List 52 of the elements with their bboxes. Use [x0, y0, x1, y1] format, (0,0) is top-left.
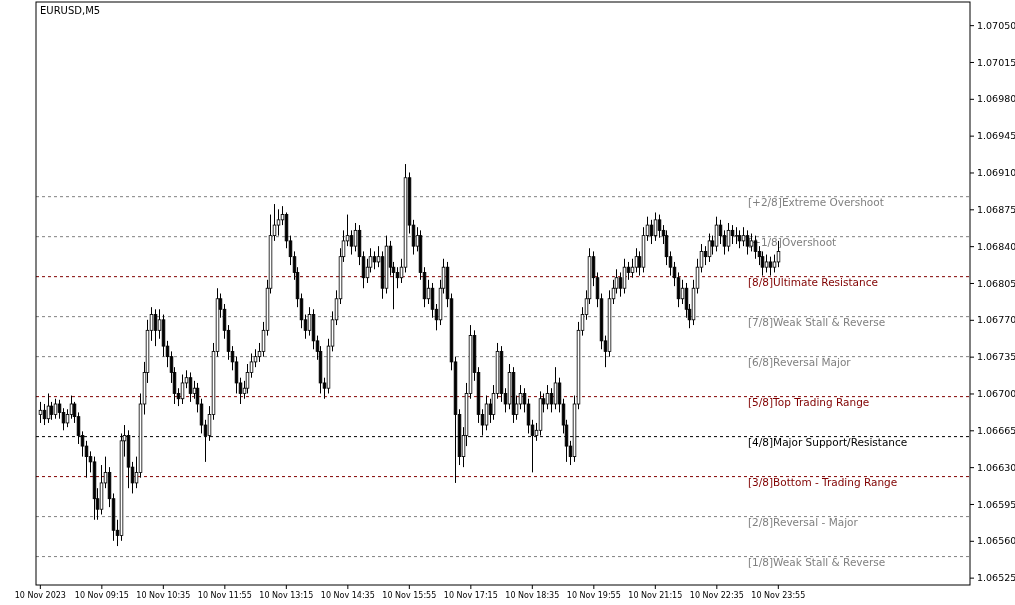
ref-line-label: [1/8]Weak Stall & Reverse: [748, 555, 886, 568]
chart-title: EURUSD,M5: [40, 5, 101, 16]
ref-line-label: [+2/8]Extreme Overshoot: [748, 195, 884, 208]
y-tick-label: 1.06735: [977, 351, 1015, 363]
candlestick: [657, 214, 662, 239]
candlestick: [718, 219, 723, 245]
ref-line-label: [6/8]Reversal Major: [748, 355, 852, 368]
y-tick-label: 1.06630: [977, 461, 1015, 473]
x-tick-label: 10 Nov 10:35: [136, 590, 191, 600]
y-tick-label: 1.06595: [977, 498, 1015, 510]
x-tick-label: 10 Nov 15:55: [382, 590, 437, 600]
ref-line-label: [2/8]Reversal - Major: [748, 515, 859, 528]
candlestick: [69, 395, 74, 420]
x-tick-label: 10 Nov 13:15: [259, 590, 314, 600]
y-tick-label: 1.07050: [977, 19, 1015, 31]
candlestick: [276, 208, 281, 237]
x-tick-label: 10 Nov 2023: [14, 590, 66, 600]
y-tick-label: 1.06980: [977, 93, 1015, 105]
y-tick-label: 1.07015: [977, 56, 1015, 68]
x-tick-label: 10 Nov 14:35: [320, 590, 375, 600]
x-tick-label: 10 Nov 09:15: [74, 590, 129, 600]
candlestick: [484, 395, 489, 431]
candlestick: [714, 216, 719, 252]
x-tick-label: 10 Nov 17:15: [443, 590, 498, 600]
candlestick: [553, 366, 558, 410]
ref-line-label: [7/8]Weak Stall & Reverse: [748, 315, 886, 328]
y-tick-label: 1.06770: [977, 314, 1015, 326]
y-tick-label: 1.06700: [977, 388, 1015, 400]
y-tick-label: 1.06840: [977, 240, 1015, 252]
ref-line-label: [3/8]Bottom - Trading Range: [748, 475, 898, 488]
y-tick-label: 1.06910: [977, 167, 1015, 179]
candlestick: [349, 229, 354, 256]
ref-line-label: [8/8]Ultimate Resistance: [748, 275, 878, 288]
y-tick-label: 1.06875: [977, 203, 1015, 215]
ref-line-label: [5/8]Top Trading Range: [748, 395, 870, 408]
candlestick: [649, 219, 654, 245]
candlestick: [57, 399, 62, 420]
y-tick-label: 1.06560: [977, 535, 1015, 547]
y-tick-label: 1.06945: [977, 130, 1015, 142]
x-tick-label: 10 Nov 19:55: [566, 590, 621, 600]
y-tick-label: 1.06665: [977, 424, 1015, 436]
candlestick: [545, 384, 550, 410]
candlestick: [618, 271, 623, 298]
ref-line-label: [4/8]Major Support/Resistance: [748, 435, 908, 448]
candlestick: [634, 247, 639, 273]
x-tick-label: 10 Nov 18:35: [505, 590, 560, 600]
x-tick-label: 10 Nov 23:55: [751, 590, 806, 600]
y-tick-label: 1.06805: [977, 277, 1015, 289]
x-tick-label: 10 Nov 21:15: [628, 590, 683, 600]
y-tick-label: 1.06525: [977, 572, 1015, 584]
x-tick-label: 10 Nov 11:55: [197, 590, 252, 600]
x-tick-label: 10 Nov 22:35: [689, 590, 744, 600]
